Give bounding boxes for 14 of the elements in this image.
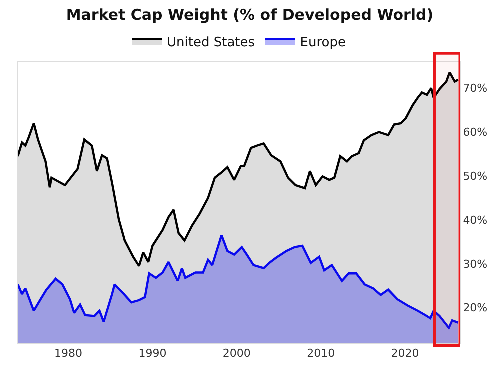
y-tick-label: 60% [463, 126, 488, 140]
x-tick-label: 2020 [391, 347, 420, 360]
y-tick-label: 20% [463, 302, 488, 315]
legend-label: Europe [300, 35, 346, 50]
x-tick-label: 1980 [54, 347, 83, 360]
y-tick-label: 40% [463, 214, 488, 227]
y-tick-label: 70% [463, 82, 488, 96]
chart-title: Market Cap Weight (% of Developed World) [66, 6, 434, 24]
x-tick-label: 2010 [307, 347, 336, 360]
legend-label: United States [167, 35, 256, 50]
y-tick-label: 50% [463, 170, 488, 184]
x-tick-label: 2000 [222, 347, 251, 360]
y-tick-label: 30% [463, 258, 488, 271]
x-tick-label: 1990 [138, 347, 167, 360]
